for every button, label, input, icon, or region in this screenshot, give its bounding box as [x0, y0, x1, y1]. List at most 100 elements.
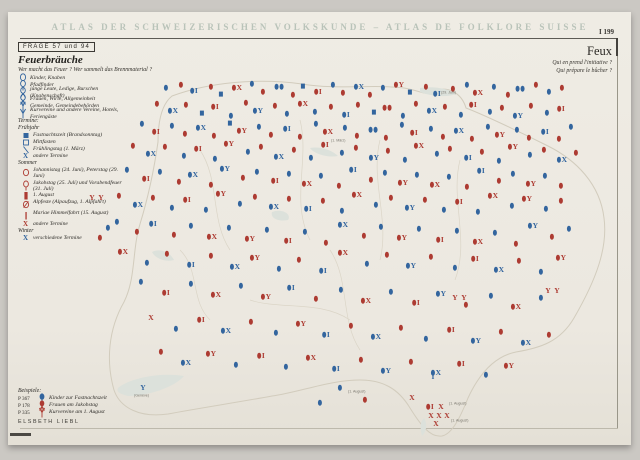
- map-marker: X: [426, 107, 437, 114]
- map-marker: [556, 135, 562, 143]
- map-marker: [469, 135, 475, 143]
- map-marker: [124, 166, 130, 174]
- marker-glyph: [178, 81, 184, 89]
- map-marker: Y: [393, 81, 404, 88]
- legend-item-label: Johannistag (24. Juni), Peterstag (29. J…: [33, 167, 118, 180]
- marker-glyph: [507, 143, 513, 151]
- map-marker: X: [337, 247, 349, 257]
- marker-glyph: [527, 151, 533, 159]
- map-marker: [515, 85, 525, 93]
- marker-glyph: [485, 123, 491, 131]
- marker-glyph: [388, 288, 394, 296]
- map-marker: [450, 85, 456, 93]
- marker-glyph: [233, 361, 239, 369]
- map-marker: X: [430, 369, 441, 376]
- map-marker: [388, 194, 394, 202]
- marker-glyph: [436, 236, 441, 244]
- map-marker: X: [453, 127, 464, 134]
- map-marker: X: [429, 181, 440, 188]
- map-marker: I: [257, 352, 265, 359]
- map-marker: [509, 202, 515, 210]
- marker-glyph: [525, 180, 531, 188]
- marker-glyph: [260, 88, 266, 96]
- map-marker: [164, 250, 170, 258]
- marker-glyph: [199, 110, 205, 116]
- marker-glyph: X: [438, 402, 444, 411]
- map-marker: X: [180, 359, 191, 366]
- map-marker: [373, 201, 379, 209]
- marker-glyph: I: [468, 152, 472, 162]
- marker-glyph: [373, 201, 379, 209]
- map-marker: X: [167, 107, 178, 114]
- map-marker: I: [464, 152, 472, 162]
- backslash-icon: [22, 146, 29, 154]
- marker-glyph: Y: [385, 365, 392, 375]
- map-marker: X: [428, 411, 434, 420]
- marker-glyph: [387, 104, 392, 112]
- marker-glyph: Y: [210, 348, 217, 358]
- ring-slash-icon: [22, 200, 29, 209]
- map-marker: [549, 233, 555, 241]
- marker-glyph: I: [287, 123, 291, 133]
- example-code: P 178: [18, 402, 30, 409]
- map-marker: [212, 155, 218, 163]
- marker-glyph: [556, 156, 562, 164]
- map-marker: [176, 178, 182, 186]
- map-marker: [400, 112, 406, 120]
- marker-glyph: [244, 235, 250, 243]
- map-marker: [208, 252, 214, 260]
- marker-glyph: [116, 192, 122, 200]
- map-marker: [284, 110, 290, 118]
- marker-glyph: X: [375, 331, 382, 341]
- marker-glyph: [527, 222, 533, 230]
- marker-glyph: X: [342, 247, 349, 257]
- x-icon: X: [22, 220, 29, 228]
- marker-glyph: [408, 358, 414, 366]
- map-marker: [188, 280, 194, 288]
- marker-glyph: Y: [452, 293, 458, 302]
- marker-glyph: X: [444, 411, 450, 420]
- map-marker: I: [436, 236, 444, 244]
- marker-glyph: [351, 191, 357, 199]
- map-marker: Y: [368, 154, 379, 161]
- legend-item: Jakobstag (25. Juli) und Vorabendfeuer (…: [21, 180, 129, 193]
- marker-glyph: [162, 289, 167, 297]
- marker-glyph: [407, 89, 413, 95]
- map-marker: [169, 122, 175, 130]
- marker-glyph: Y: [409, 202, 416, 212]
- marker-glyph: [313, 295, 319, 303]
- map-marker: Y: [236, 127, 247, 134]
- map-marker: Y: [98, 194, 103, 202]
- marker-glyph: [322, 331, 327, 339]
- map-marker: X: [487, 192, 498, 199]
- marker-glyph: [142, 175, 147, 183]
- map-marker: [274, 83, 284, 91]
- example-label: Kinder zur Fastnachtszeit: [49, 395, 107, 402]
- map-marker: [312, 108, 318, 116]
- map-marker: [496, 157, 502, 165]
- marker-glyph: [195, 124, 201, 132]
- map-marker: [208, 181, 214, 189]
- marker-glyph: [464, 183, 470, 191]
- marker-glyph: [388, 194, 394, 202]
- map-marker: X: [231, 84, 242, 91]
- map-marker: [398, 324, 404, 332]
- marker-glyph: X: [436, 411, 442, 420]
- map-marker: I: [457, 360, 465, 367]
- marker-glyph: [509, 202, 515, 210]
- map-annotation: (29. Juni): [441, 91, 457, 95]
- atlas-series-title: ATLAS DER SCHWEIZERISCHEN VOLKSKUNDE – A…: [51, 22, 589, 32]
- marker-glyph: [426, 403, 431, 411]
- map-marker: X: [472, 89, 483, 96]
- marker-glyph: [526, 134, 532, 142]
- marker-glyph: [513, 240, 519, 248]
- bar-thin-icon: [21, 210, 30, 221]
- marker-glyph: [295, 320, 301, 328]
- map-marker: [339, 149, 345, 157]
- map-marker: [368, 126, 378, 134]
- marker-glyph: X: [428, 411, 434, 420]
- map-marker: I: [477, 167, 485, 174]
- x-icon: X: [22, 234, 29, 242]
- marker-glyph: [337, 249, 343, 257]
